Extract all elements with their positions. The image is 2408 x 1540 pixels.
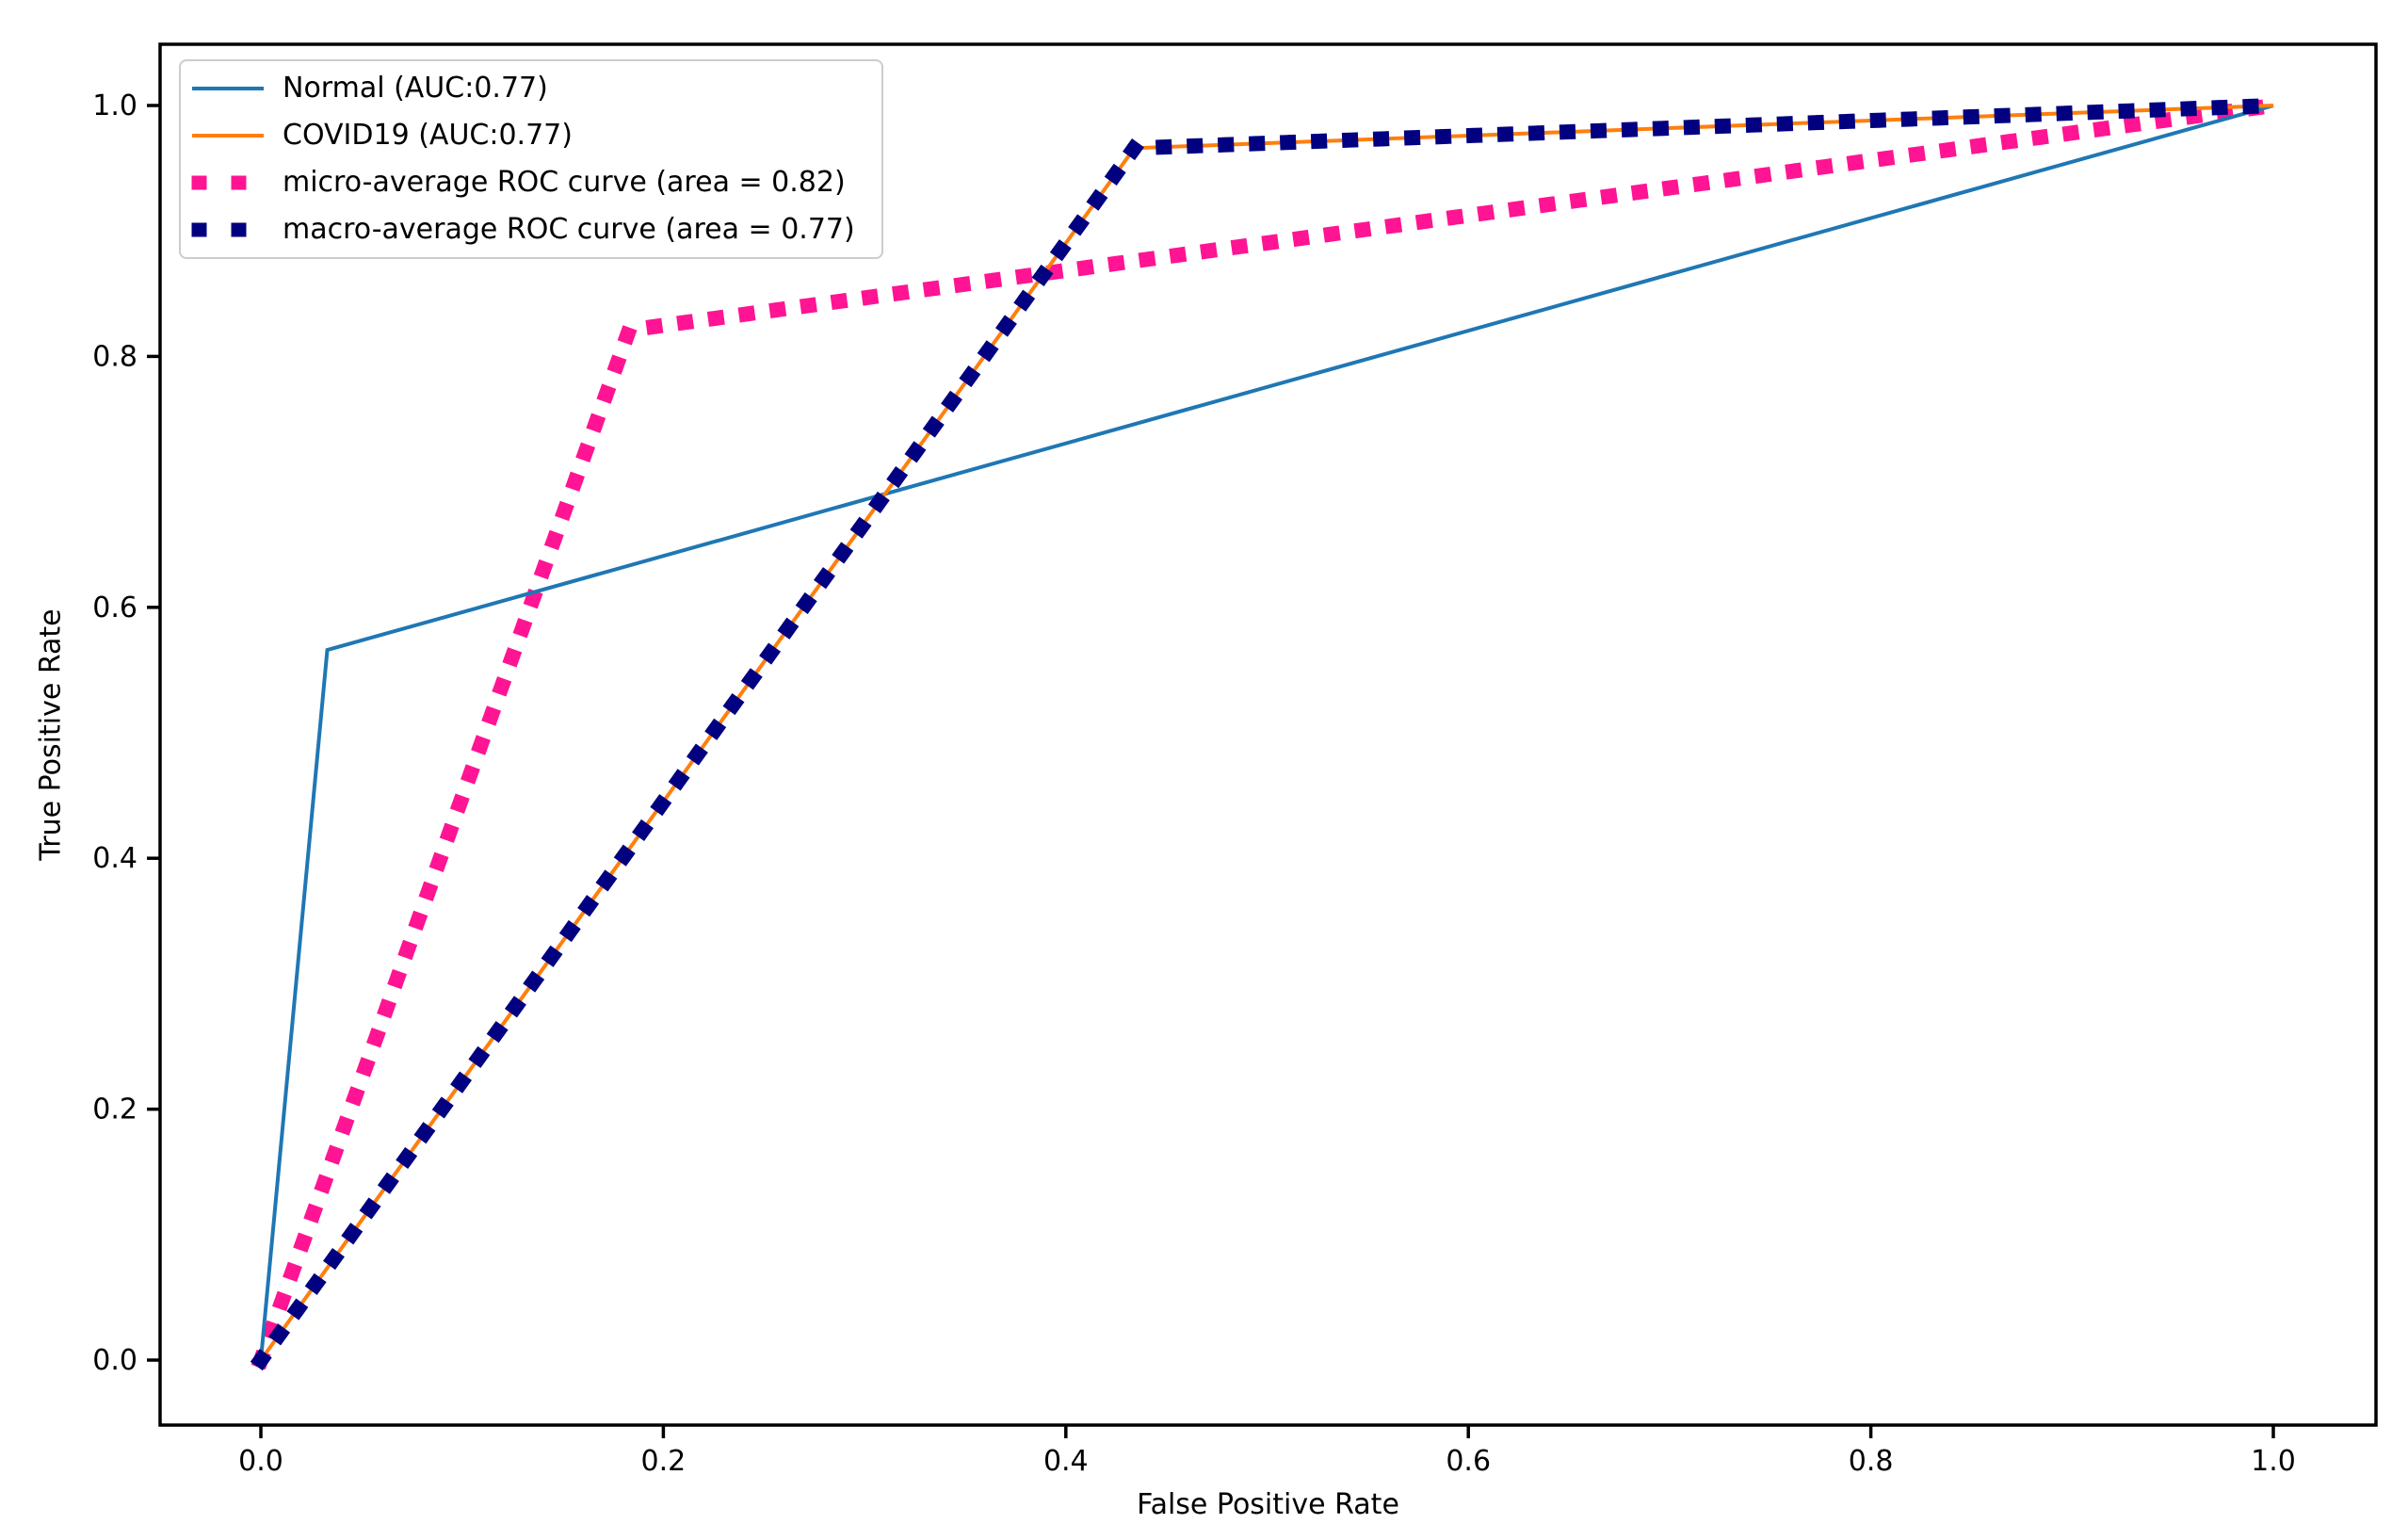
x-tick-label: 0.2 [641,1445,687,1478]
y-tick-label: 0.4 [92,842,137,875]
x-tick-label: 0.0 [238,1445,283,1478]
series-normal [259,104,2274,1361]
series-micro-average [250,96,2283,1370]
y-tick-label: 1.0 [92,89,137,122]
series-covid19 [259,104,2274,1362]
x-tick-label: 0.4 [1043,1445,1089,1478]
legend-swatch-normal [192,87,264,90]
plot-border [158,42,2378,1427]
legend-label-normal: Normal (AUC:0.77) [283,72,548,105]
y-tick-label: 0.2 [92,1094,137,1127]
legend-item-normal: Normal (AUC:0.77) [190,65,855,112]
legend-item-covid19: COVID19 (AUC:0.77) [190,112,855,159]
x-tick-label: 0.6 [1446,1445,1491,1478]
legend: Normal (AUC:0.77) COVID19 (AUC:0.77) micro… [179,59,883,259]
x-axis-label: False Positive Rate [1137,1488,1399,1521]
legend-label-micro-average: micro-average ROC curve (area = 0.82) [283,166,846,199]
legend-swatch-micro-average [191,175,271,190]
x-tick-label: 1.0 [2251,1445,2296,1478]
legend-swatch-covid19 [192,134,264,138]
legend-label-macro-average: macro-average ROC curve (area = 0.77) [283,213,855,246]
series-macro-average [250,97,2282,1371]
legend-item-macro-average: macro-average ROC curve (area = 0.77) [190,206,855,253]
y-tick-label: 0.8 [92,340,137,373]
legend-item-micro-average: micro-average ROC curve (area = 0.82) [190,159,855,206]
y-axis-label: True Positive Rate [34,608,68,861]
legend-swatch-macro-average [191,222,271,237]
legend-label-covid19: COVID19 (AUC:0.77) [283,119,573,152]
x-tick-label: 0.8 [1849,1445,1894,1478]
y-tick-label: 0.0 [92,1344,137,1377]
y-tick-label: 0.6 [92,592,137,624]
